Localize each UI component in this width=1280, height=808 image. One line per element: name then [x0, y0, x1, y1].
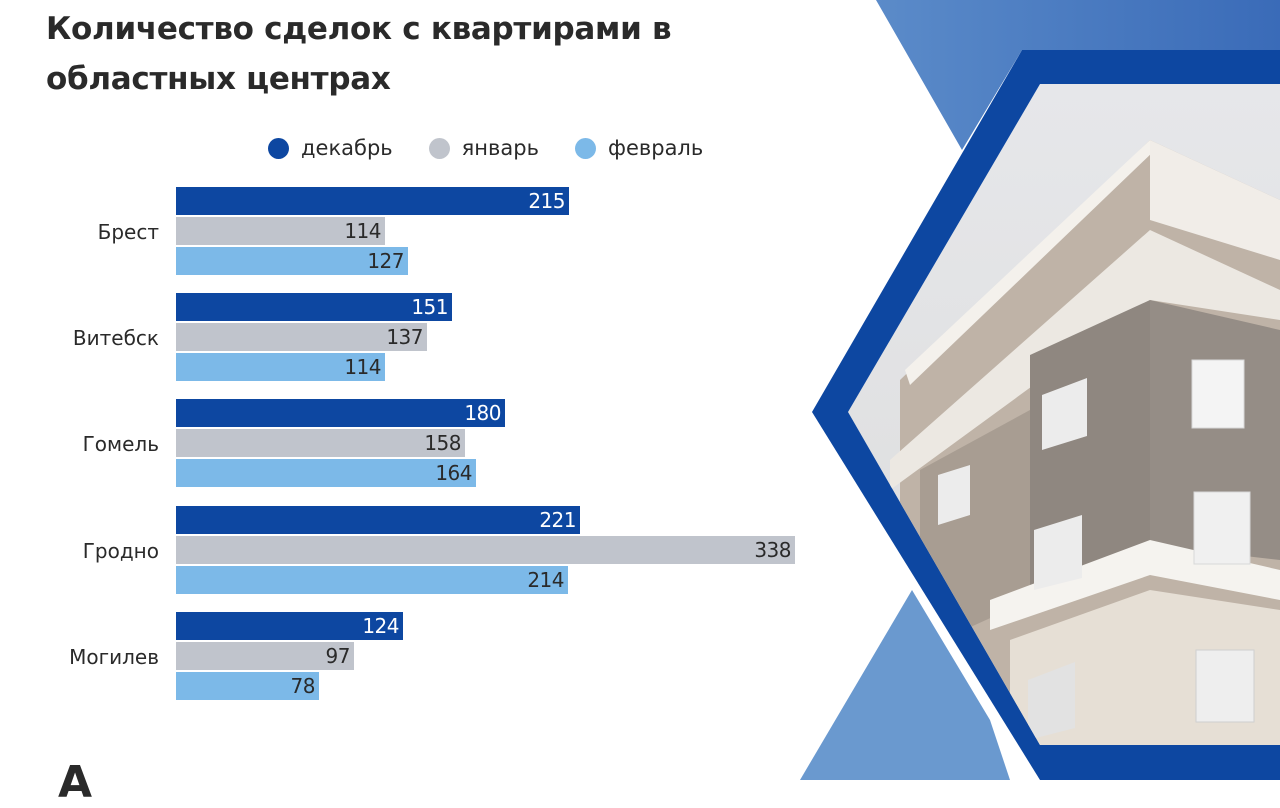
bar-value: 221	[539, 508, 576, 532]
bar-january: 137	[176, 323, 427, 351]
legend-item-february: февраль	[574, 136, 704, 160]
bar-value: 215	[528, 189, 565, 213]
legend-dot-icon	[428, 137, 450, 159]
category-label: Гродно	[82, 539, 159, 563]
bar-value: 158	[424, 431, 461, 455]
bar-january: 114	[176, 217, 385, 245]
bar-value: 338	[754, 538, 791, 562]
legend-item-december: декабрь	[268, 136, 393, 160]
bar-value: 127	[367, 249, 404, 273]
bar-february: 127	[176, 247, 408, 275]
bar-value: 124	[362, 614, 399, 638]
legend-dot-icon	[574, 137, 596, 159]
category-label: Витебск	[72, 326, 159, 350]
bar-february: 114	[176, 353, 385, 381]
category-label: Брест	[97, 220, 159, 244]
bar-january: 97	[176, 642, 354, 670]
legend-item-january: январь	[428, 136, 539, 160]
bar-value: 164	[435, 461, 472, 485]
bar-group-brest: Брест 215 114 127	[0, 187, 820, 277]
category-label: Могилев	[69, 645, 159, 669]
bar-chart: Брест 215 114 127 Витебск 151 137 114 Го…	[0, 187, 820, 702]
bar-value: 214	[527, 568, 564, 592]
building-photo-decoration	[800, 0, 1280, 780]
bar-december: 221	[176, 506, 580, 534]
legend-dot-icon	[268, 137, 289, 159]
category-label: Гомель	[82, 432, 159, 456]
bar-group-grodno: Гродно 221 338 214	[0, 506, 820, 596]
bar-december: 151	[176, 293, 452, 321]
legend-label: февраль	[607, 136, 704, 160]
bar-january: 158	[176, 429, 465, 457]
bar-february: 164	[176, 459, 476, 487]
bar-value: 180	[464, 401, 501, 425]
bar-group-mogilev: Могилев 124 97 78	[0, 612, 820, 702]
bar-value: 78	[290, 674, 316, 698]
bar-value: 114	[344, 219, 381, 243]
bar-february: 214	[176, 566, 568, 594]
legend: декабрь январь февраль	[268, 134, 739, 162]
bottom-text-fragment: A	[58, 757, 93, 808]
bar-group-vitebsk: Витебск 151 137 114	[0, 293, 820, 383]
bar-december: 124	[176, 612, 403, 640]
chart-title: Количество сделок с квартирами в областн…	[46, 11, 672, 97]
bar-february: 78	[176, 672, 319, 700]
bar-december: 215	[176, 187, 569, 215]
bar-december: 180	[176, 399, 505, 427]
bar-value: 137	[386, 325, 423, 349]
bar-group-gomel: Гомель 180 158 164	[0, 399, 820, 489]
bar-january: 338	[176, 536, 795, 564]
bar-value: 151	[411, 295, 448, 319]
bar-value: 114	[344, 355, 381, 379]
legend-label: январь	[461, 136, 539, 160]
legend-label: декабрь	[301, 136, 393, 160]
bar-value: 97	[325, 644, 351, 668]
